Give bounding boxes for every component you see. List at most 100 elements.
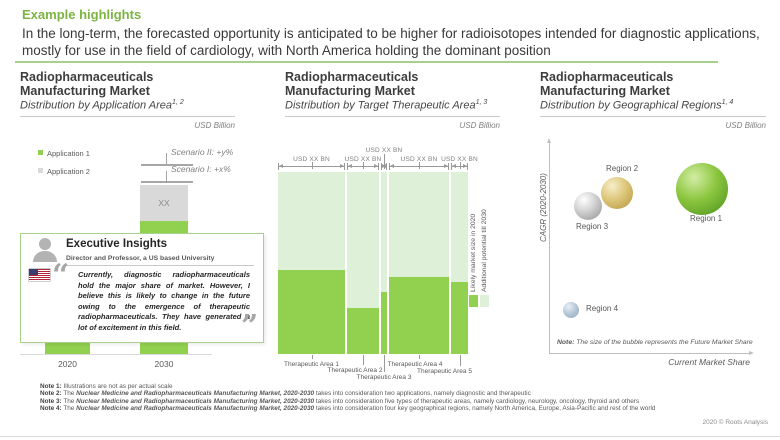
x-axis-arrow-icon	[749, 350, 754, 355]
y-axis-line	[549, 143, 550, 353]
chart-subtitle: Distribution by Target Therapeutic Area1…	[285, 99, 488, 112]
category-label: Therapeutic Area 5	[417, 368, 472, 375]
application-chart-header: Radiopharmaceuticals Manufacturing Marke…	[20, 70, 235, 130]
bubble-region-1	[676, 163, 728, 215]
legend-label: Application 2	[47, 167, 90, 176]
bubble-size-note: Note: The size of the bubble represents …	[557, 339, 753, 346]
legend-item: Application 1	[38, 149, 90, 158]
scenario-1-label: Scenario I: +x%	[171, 164, 231, 174]
scenario-1-connector	[166, 171, 167, 181]
insights-author: Director and Professor, a US based Unive…	[66, 255, 215, 262]
bubble-plot: Region 2 Region 3 Region 1 Region 4	[538, 140, 768, 385]
top-tick	[384, 154, 385, 169]
top-tick	[311, 162, 313, 169]
footnote-label: Note 3:	[40, 397, 62, 405]
x-axis-line	[549, 353, 750, 354]
mekko-column-2020-segment	[347, 308, 379, 354]
bottom-tick	[419, 355, 420, 359]
mekko-column	[347, 172, 379, 354]
insights-quote: Currently, diagnostic radiopharmaceutica…	[78, 270, 250, 332]
arrowhead-right-icon	[374, 164, 378, 168]
unit-label: USD Billion	[725, 120, 766, 130]
scenario-2-cap-line	[141, 164, 193, 166]
scenario-2-connector	[166, 153, 167, 164]
chart-title: Radiopharmaceuticals Manufacturing Marke…	[20, 70, 154, 98]
top-tick	[459, 162, 461, 169]
legend-label-2020: Likely market size in 2020	[470, 213, 477, 292]
arrowhead-left-icon	[348, 164, 352, 168]
footnote-label: Note 2:	[40, 390, 62, 398]
footnote-line: Note 3: The Nuclear Medicine and Radioph…	[40, 398, 655, 405]
legend-swatch	[38, 168, 43, 173]
legend-swatch-2020	[469, 295, 478, 307]
application-legend: Application 1 Application 2	[38, 149, 90, 185]
footnote-report-title: Nuclear Medicine and Radiopharmaceutical…	[76, 390, 315, 398]
arrowhead-left-icon	[279, 164, 283, 168]
y-axis-arrow-icon	[547, 138, 551, 143]
top-tick	[363, 162, 364, 169]
arrowhead-right-icon	[463, 164, 467, 168]
legend-label: Application 1	[47, 149, 90, 158]
divider	[66, 265, 254, 266]
executive-insights-box: Executive Insights Director and Professo…	[20, 233, 264, 343]
mekko-column	[389, 172, 449, 354]
therapeutic-mekko-chart: USD XX BN Therapeutic Area 1 USD XX BN Ther…	[278, 140, 500, 390]
scenario-1-cap-line	[141, 181, 193, 183]
bar-segment: XX	[140, 185, 188, 221]
mekko-column-2020-segment	[278, 270, 345, 354]
arrowhead-right-icon	[340, 164, 344, 168]
header-rule	[20, 115, 235, 117]
flag-canton	[29, 269, 38, 275]
close-quote-icon: ”	[241, 309, 259, 344]
mekko-column	[278, 172, 345, 354]
column-total-label: USD XX BN	[441, 156, 478, 163]
x-axis-label: Current Market Share	[668, 357, 750, 367]
note-prefix: Note:	[557, 339, 575, 346]
footnote-line: Note 4: The Nuclear Medicine and Radioph…	[40, 405, 655, 412]
category-label: Therapeutic Area 3	[356, 374, 412, 381]
legend-item: Application 2	[38, 167, 90, 176]
page-title: Example highlights	[22, 7, 142, 22]
bubble-region-2	[601, 177, 633, 209]
person-icon	[39, 238, 51, 250]
copyright: 2020 © Roots Analysis	[702, 419, 769, 426]
note-text: The size of the bubble represents the Fu…	[574, 339, 753, 346]
bottom-tick	[363, 355, 364, 365]
legend-swatch-2030	[480, 295, 489, 307]
mekko-column-2020-segment	[451, 282, 468, 354]
footnote-label: Note 1:	[40, 383, 62, 390]
legend-label-2030: Additional potential till 2030	[481, 209, 488, 292]
mekko-column-2020-segment	[389, 277, 449, 354]
insights-title: Executive Insights	[66, 238, 167, 250]
person-icon	[33, 251, 57, 262]
chart-title: Radiopharmaceuticals Manufacturing Marke…	[540, 70, 674, 98]
footnote-text: Illustrations are not as per actual scal…	[61, 383, 173, 390]
bubble-region-4	[563, 302, 579, 318]
bottom-rule	[0, 436, 780, 437]
bottom-tick	[384, 355, 385, 372]
bubble-region-3	[574, 192, 602, 220]
category-label: Therapeutic Area 4	[387, 361, 443, 368]
intro-text: In the long-term, the forecasted opportu…	[22, 26, 760, 58]
mekko-column-2020-segment	[381, 292, 387, 354]
arrowhead-left-icon	[390, 164, 394, 168]
x-axis-line	[20, 354, 212, 355]
regions-bubble-chart: CAGR (2020-2030) Region 2 Region 3 Region …	[538, 138, 768, 385]
open-quote-icon: “	[52, 258, 70, 293]
footnote-text: The	[61, 390, 77, 398]
x-axis-tick-label: 2030	[154, 359, 174, 369]
chart-subtitle: Distribution by Application Area1, 2	[20, 99, 184, 112]
scenario-2-label: Scenario II: +y%	[171, 147, 234, 157]
legend-swatch	[38, 150, 43, 155]
arrowhead-left-icon	[452, 164, 456, 168]
bubble-label: Region 1	[690, 214, 723, 223]
unit-label: USD Billion	[459, 120, 500, 130]
bubble-label: Region 4	[586, 304, 619, 313]
unit-label: USD Billion	[194, 120, 235, 130]
category-label: Therapeutic Area 1	[284, 361, 339, 368]
footnote-line: Note 1: Illustrations are not as per act…	[40, 383, 655, 390]
chart-subtitle: Distribution by Geographical Regions1, 4	[540, 99, 734, 112]
footnote-text: takes into consideration two application…	[314, 390, 531, 398]
header-rule	[540, 115, 766, 117]
